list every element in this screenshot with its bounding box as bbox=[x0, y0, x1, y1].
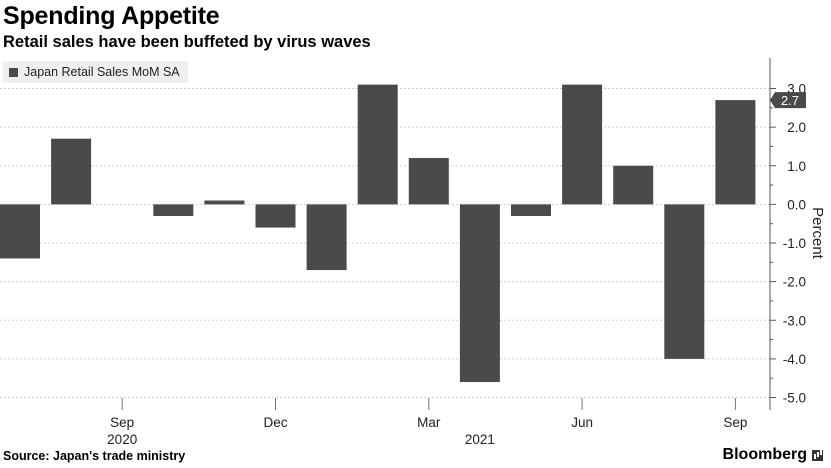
last-value-badge-shape bbox=[770, 92, 806, 109]
bar-2021-09 bbox=[715, 100, 756, 205]
bar-2021-05 bbox=[511, 204, 551, 216]
bar-2021-08 bbox=[664, 204, 705, 359]
bar-2021-07 bbox=[613, 165, 654, 205]
bar-2021-02 bbox=[357, 84, 398, 205]
x-year-label: 2021 bbox=[465, 432, 495, 447]
legend: Japan Retail Sales MoM SA bbox=[3, 61, 188, 83]
y-tick-label: -3.0 bbox=[783, 313, 806, 328]
y-tick-label: -4.0 bbox=[783, 352, 806, 367]
brand-logo: Bloomberg bbox=[723, 446, 823, 464]
bar-2021-04 bbox=[459, 204, 500, 383]
bars bbox=[0, 84, 756, 383]
bar-2020-10 bbox=[153, 204, 194, 216]
chart-title: Spending Appetite bbox=[3, 2, 220, 30]
chart-subtitle: Retail sales have been buffeted by virus… bbox=[3, 33, 371, 51]
y-tick-label: 2.0 bbox=[787, 120, 806, 135]
bloomberg-chart-icon bbox=[812, 449, 823, 461]
y-axis: 3.02.01.00.0-1.0-2.0-3.0-4.0-5.02.7 bbox=[769, 58, 806, 410]
y-tick-label: 0.0 bbox=[787, 197, 806, 212]
y-tick-label: -1.0 bbox=[783, 236, 806, 251]
x-year-label: 2020 bbox=[107, 432, 137, 447]
bar-2020-11 bbox=[204, 200, 245, 205]
y-tick-label: 1.0 bbox=[787, 159, 806, 174]
last-value-text: 2.7 bbox=[781, 93, 799, 108]
y-tick-label: -5.0 bbox=[783, 391, 806, 406]
bar-2020-07 bbox=[0, 204, 40, 259]
x-tick-label: Sep bbox=[723, 415, 747, 430]
y-tick-label: -2.0 bbox=[783, 275, 806, 290]
x-tick-label: Mar bbox=[417, 415, 441, 430]
bar-2021-01 bbox=[306, 204, 347, 271]
x-tick-label: Sep bbox=[110, 415, 134, 430]
bar-2020-12 bbox=[255, 204, 296, 228]
y-axis-label: Percent bbox=[809, 207, 826, 260]
bar-2021-06 bbox=[562, 84, 603, 205]
brand-name: Bloomberg bbox=[722, 446, 807, 463]
x-tick-label: Dec bbox=[263, 415, 287, 430]
source-note: Source: Japan's trade ministry bbox=[3, 449, 186, 463]
x-tick-label: Jun bbox=[571, 415, 593, 430]
bar-2021-03 bbox=[408, 158, 449, 205]
bar-2020-08 bbox=[51, 138, 92, 205]
legend-label: Japan Retail Sales MoM SA bbox=[24, 65, 180, 79]
legend-swatch bbox=[9, 67, 18, 77]
x-axis-labels: Sep Dec Mar Jun Sep 2020 2021 bbox=[107, 398, 747, 447]
last-value-badge: 2.7 bbox=[770, 92, 806, 109]
